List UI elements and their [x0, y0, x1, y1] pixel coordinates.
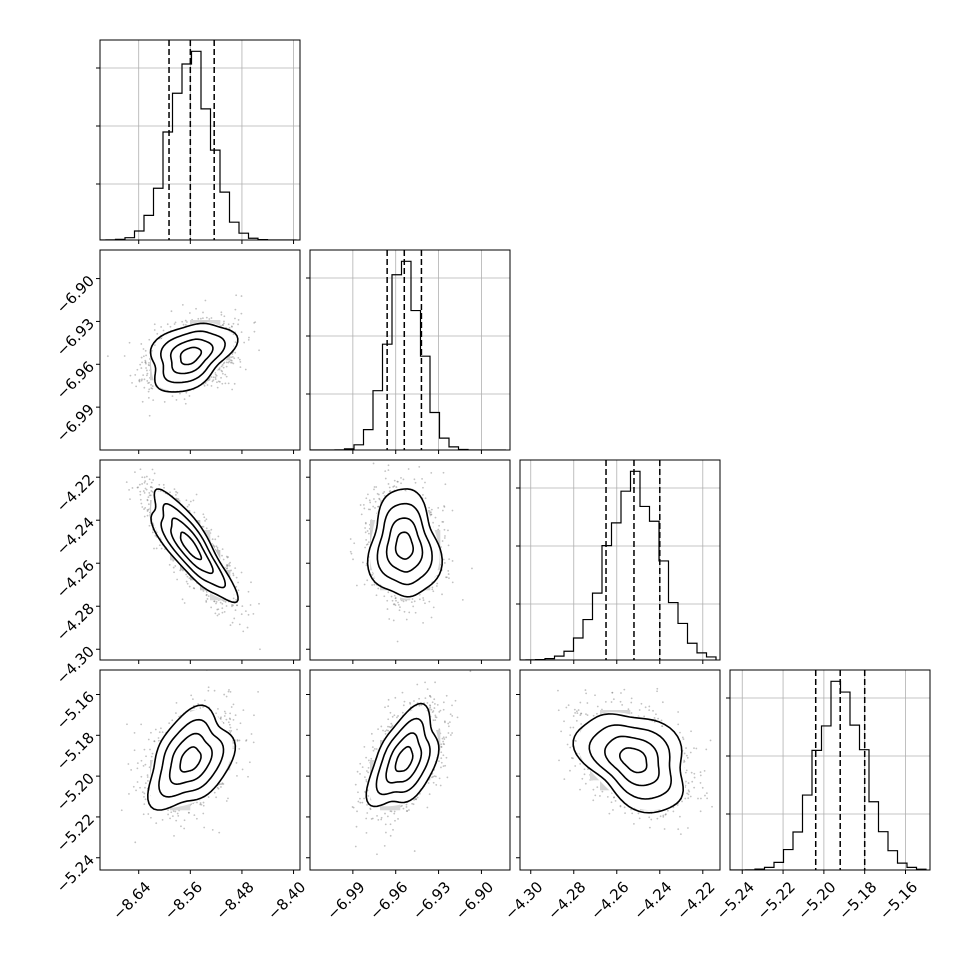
- panel-frame-2-1: [309, 459, 511, 661]
- scatter-3-2-contour-3: [572, 713, 685, 814]
- xlabel-col0-tick-1: −8.56: [161, 878, 206, 923]
- scatter-2-0-contour-3: [150, 488, 239, 604]
- ylabel-row3-tick-4: −5.16: [53, 688, 98, 733]
- scatter-3-1-contour-2: [375, 717, 431, 796]
- xlabel-col0-tick-2: −8.48: [212, 878, 257, 923]
- hist-panel-2: [516, 459, 721, 664]
- xlabel-col0-tick-0: −8.64: [109, 878, 154, 923]
- scatter-3-0-contour-2: [158, 718, 225, 798]
- xlabel-col3-tick-4: −5.16: [876, 878, 921, 923]
- scatter-2-1-contour-1: [385, 517, 424, 573]
- xlabel-col3-tick-0: −5.24: [713, 878, 758, 923]
- scatter-3-2-outer-fill: [577, 712, 686, 811]
- scatter-panel-3-2: [516, 669, 721, 874]
- xlabel-col3-tick-2: −5.20: [794, 878, 839, 923]
- scatter-panel-1-0: [96, 249, 301, 454]
- xlabel-col1-tick-3: −6.90: [452, 878, 497, 923]
- ylabel-row1-tick-2: −6.93: [53, 315, 98, 360]
- scatter-1-0-contour-3: [149, 322, 239, 393]
- xlabel-col1-tick-0: −6.99: [323, 878, 368, 923]
- scatter-3-0-contour-0: [179, 746, 202, 773]
- scatter-3-1-contour-3: [365, 702, 440, 808]
- scatter-3-0-outer-fill: [149, 708, 233, 808]
- panel-frame-2-2: [519, 459, 721, 661]
- ylabel-row3-tick-3: −5.18: [53, 729, 98, 774]
- hist-0-bars: [100, 50, 297, 240]
- scatter-panel-2-1: [306, 459, 511, 664]
- scatter-2-0-contour-0: [179, 531, 203, 561]
- ylabel-row2-tick-3: −4.24: [53, 513, 98, 558]
- scatter-3-2-contour-0: [619, 747, 648, 774]
- ylabel-row2-tick-4: −4.22: [53, 470, 98, 515]
- scatter-panel-3-0: [96, 669, 301, 874]
- panel-frame-3-0: [99, 669, 301, 871]
- hist-2-bars: [520, 470, 717, 660]
- panel-frame-1-1: [309, 249, 511, 451]
- xlabel-col2-tick-1: −4.28: [544, 878, 589, 923]
- scatter-2-1-contour-0: [394, 531, 414, 560]
- xlabel-col3-tick-3: −5.18: [835, 878, 880, 923]
- panel-frame-1-0: [99, 249, 301, 451]
- xlabel-col1-tick-2: −6.93: [409, 878, 454, 923]
- ylabel-row3-tick-2: −5.20: [53, 769, 98, 814]
- hist-panel-3: [726, 669, 931, 874]
- xlabel-col2-tick-2: −4.26: [587, 878, 632, 923]
- ylabel-row1-tick-0: −6.99: [53, 400, 98, 445]
- hist-1-bars: [310, 260, 506, 450]
- ylabel-row3-tick-1: −5.22: [53, 810, 98, 855]
- scatter-2-0-contour-2: [160, 503, 226, 589]
- scatter-2-1-outer-fill: [369, 491, 440, 599]
- ylabel-row3-tick-0: −5.24: [53, 851, 98, 896]
- xlabel-col3-tick-1: −5.22: [754, 878, 799, 923]
- panel-frame-2-0: [99, 459, 301, 661]
- ylabel-row1-tick-1: −6.96: [53, 358, 98, 403]
- hist-panel-0: [96, 39, 301, 244]
- panel-frame-3-2: [519, 669, 721, 871]
- scatter-3-1-contour-1: [385, 732, 423, 784]
- hist-3-bars: [730, 680, 927, 870]
- ylabel-row2-tick-0: −4.30: [53, 643, 98, 688]
- xlabel-col2-tick-3: −4.24: [630, 878, 675, 923]
- scatter-3-2-contour-2: [588, 724, 673, 800]
- scatter-1-0-contour-1: [169, 338, 214, 375]
- panel-frame-3-1: [309, 669, 511, 871]
- xlabel-col2-tick-4: −4.22: [673, 878, 718, 923]
- xlabel-col2-tick-0: −4.30: [501, 878, 546, 923]
- scatter-2-1-contour-2: [376, 502, 433, 586]
- ylabel-row1-tick-3: −6.90: [53, 272, 98, 317]
- panel-frame-3-3: [729, 669, 931, 871]
- scatter-3-1-outer-fill: [369, 708, 439, 807]
- panel-frame-0-0: [99, 39, 301, 241]
- scatter-3-1-contour-0: [394, 745, 414, 773]
- scatter-3-2-contour-1: [604, 735, 660, 787]
- scatter-panel-2-0: [96, 459, 301, 664]
- scatter-3-0-contour-1: [168, 732, 213, 786]
- ylabel-row2-tick-2: −4.26: [53, 557, 98, 602]
- hist-panel-1: [306, 249, 511, 454]
- scatter-3-0-contour-3: [146, 704, 237, 811]
- scatter-panel-3-1: [306, 669, 511, 874]
- xlabel-col0-tick-3: −8.40: [264, 878, 309, 923]
- scatter-2-0-contour-1: [170, 517, 214, 575]
- ylabel-row2-tick-1: −4.28: [53, 600, 98, 645]
- scatter-1-0-contour-2: [159, 330, 226, 384]
- xlabel-col1-tick-1: −6.96: [366, 878, 411, 923]
- scatter-2-1-contour-3: [366, 488, 444, 598]
- scatter-1-0-contour-0: [179, 346, 203, 366]
